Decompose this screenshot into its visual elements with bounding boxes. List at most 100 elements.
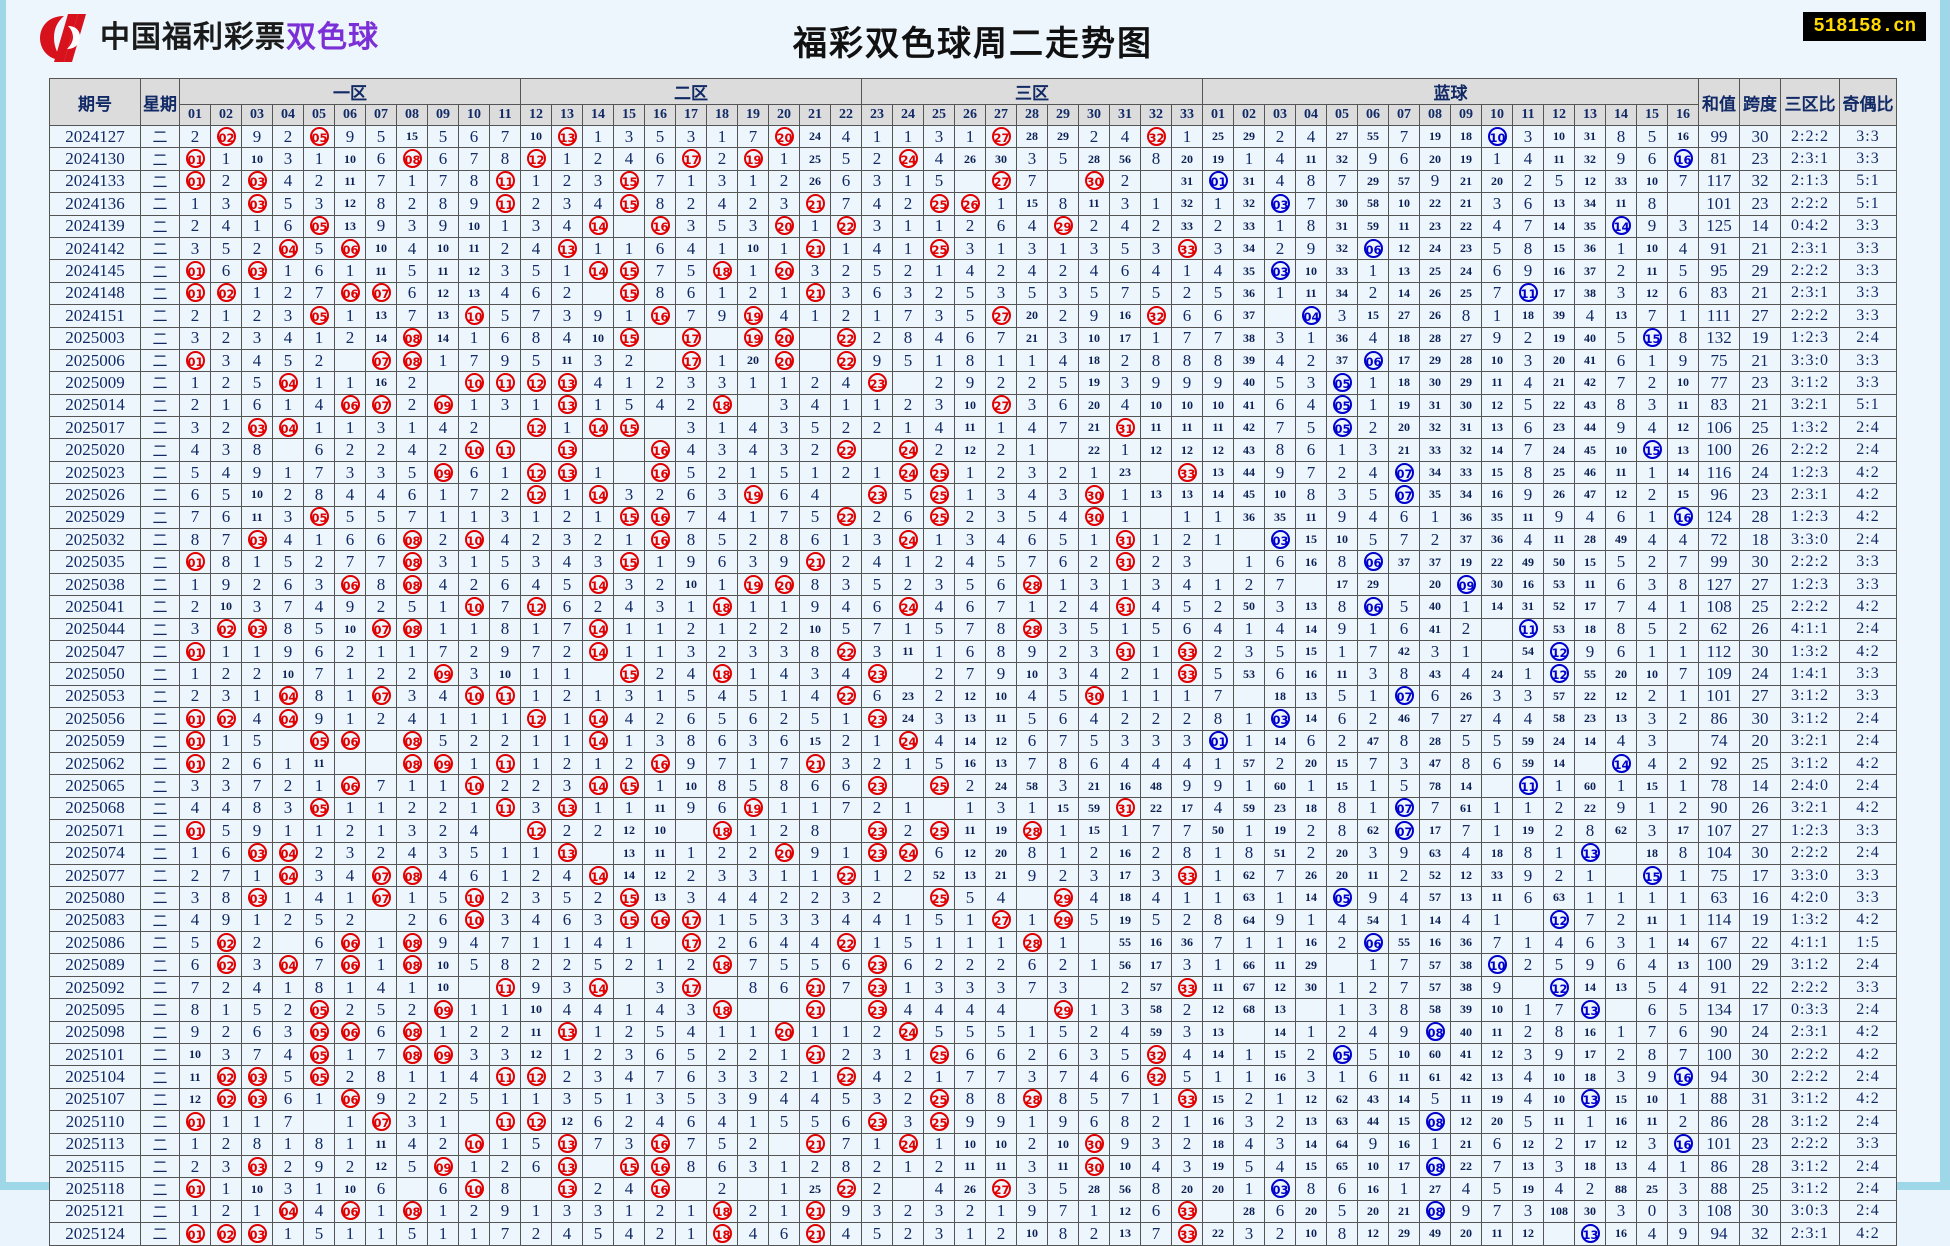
blue-miss-count: 20 [1295,1199,1327,1224]
table-row[interactable]: 2025077 二 2 7 1 04 3 4 07 08 4 6 1 2 4 14 14 12 2 3 3 1 1 22 1 2 5… [49,863,1897,888]
blue-miss-count: 1 [1357,774,1389,798]
table-row[interactable]: 2025121 二 1 2 1 04 4 06 1 08 1 2 9 1 3 3 1 2 1 18 2 1 21 9 3 2 3 2 1… [49,1199,1897,1224]
blue-miss-count: 9 [1605,796,1637,821]
blue-ball-hit: 15 [1636,863,1668,888]
table-row[interactable]: 2025083 二 4 9 1 2 5 2 2 6 10 3 4 6 3 15 16 17 1 5 3 3 4 4 1 5 1 27 1… [49,908,1897,933]
red-miss-count: 6 [334,528,366,552]
blue-miss-count: 16 [1543,259,1575,283]
red-ball-icon: 20 [774,574,794,594]
table-row[interactable]: 2025006 二 01 3 4 5 2 07 08 1 7 9 5 11 3 2 17 1 20 20 22 9 5 1 8 1… [49,348,1897,373]
cell-zone-ratio: 4:1:1 [1780,617,1840,641]
table-row[interactable]: 2025080 二 3 8 03 1 4 1 07 1 5 10 2 3 5 2 15 13 3 4 4 2 2 3 2 25 5 4… [49,886,1897,910]
red-miss-count: 1 [644,774,676,798]
red-miss-count: 1 [365,819,397,843]
red-miss-count: 9 [272,639,304,664]
cell-sum: 75 [1698,863,1740,888]
table-row[interactable]: 2024151 二 2 1 2 3 05 1 13 7 13 10 5 7 3 9 1 16 7 9 19 4 1 2 1 7 3 5… [49,304,1897,328]
table-row[interactable]: 2024130 二 01 1 10 3 1 10 6 08 6 7 8 12 1 2 4 6 17 2 19 1 25 5 2 2… [49,147,1897,171]
red-miss-count: 7 [1016,751,1048,776]
table-row[interactable]: 2024145 二 01 6 03 1 6 1 11 5 11 12 3 5 1 14 15 7 5 18 1 20 3 2 5… [49,259,1897,283]
red-miss-count: 2 [768,886,800,910]
table-row[interactable]: 2024127 二 2 02 9 2 05 9 5 15 5 6 7 10 13 1 3 5 3 1 7 20 24 4 1 1 3… [49,124,1897,149]
red-miss-count: 32 [1171,192,1203,216]
red-ball-hit: 11 [489,371,521,395]
table-row[interactable]: 2025056 二 01 02 4 04 9 1 2 4 1 1 1 12 1 14 4 2 6 5 6 2 5 1 23 24 3… [49,707,1897,731]
blue-miss-count: 3 [1605,931,1637,955]
blue-miss-count: 30 [1574,1199,1606,1224]
red-miss-count: 3 [334,460,366,485]
table-row[interactable]: 2025053 二 2 3 1 04 8 1 07 3 4 10 11 1 2 1 3 1 5 4 5 1 4 22 6 23 2 1… [49,684,1897,709]
table-row[interactable]: 2025050 二 1 2 2 10 7 1 2 2 09 3 10 1 1 15 2 4 18 1 4 3 4 23 2 7 9 1… [49,662,1897,686]
col-header-blue-13: 13 [1574,104,1606,126]
red-miss-count: 5 [675,1043,707,1067]
table-row[interactable]: 2025113 二 1 2 8 1 8 1 11 4 2 10 1 5 13 7 3 16 7 5 2 21 7 1 24 1 10… [49,1132,1897,1156]
table-row[interactable]: 2025062 二 01 2 6 1 11 08 09 1 11 1 2 1 2 16 9 7 1 7 21 3 2 1 5 16… [49,751,1897,776]
blue-miss-count: 2 [1636,684,1668,709]
red-miss-count: 1 [1171,886,1203,910]
blue-miss-count: 1 [1233,774,1265,798]
table-row[interactable]: 2025023 二 5 4 9 1 7 3 3 5 09 6 1 12 13 1 16 5 2 1 5 1 2 1 24 25 1 2… [49,460,1897,485]
red-miss-count: 1 [1016,438,1048,462]
table-row[interactable]: 2025104 二 11 02 03 5 05 2 8 1 1 4 11 12 2 3 4 7 6 3 3 2 1 22 4 2 1… [49,1065,1897,1089]
red-miss-count: 2 [737,1132,769,1156]
table-row[interactable]: 2024136 二 1 3 03 5 3 12 8 2 8 9 11 2 3 4 15 8 2 4 2 3 21 7 4 2 25 2… [49,192,1897,216]
table-row[interactable]: 2025017 二 3 2 03 04 1 1 3 1 4 2 12 1 14 15 3 1 4 3 5 2 2 1 4 11 1 4… [49,416,1897,440]
red-ball-hit: 15 [613,886,645,910]
table-row[interactable]: 2025098 二 9 2 6 3 05 06 6 08 1 2 2 11 13 1 2 5 4 1 1 20 1 1 2 24 5… [49,1020,1897,1045]
table-row[interactable]: 2025095 二 8 1 5 2 05 2 5 2 09 1 1 10 4 4 1 4 3 18 21 23 4 4 4 4 29… [49,998,1897,1022]
cell-period: 2025017 [49,416,141,440]
table-row[interactable]: 2024148 二 01 02 1 2 7 06 07 6 12 13 4 6 2 15 8 6 1 2 1 21 3 6 3 2… [49,281,1897,306]
table-row[interactable]: 2025059 二 01 1 5 05 06 08 5 2 2 1 1 14 1 3 8 6 3 6 15 2 1 24 4 14… [49,729,1897,753]
table-row[interactable]: 2025003 二 3 2 3 4 1 2 14 08 14 1 6 8 4 10 15 17 19 20 22 2 8 4 6… [49,326,1897,350]
table-row[interactable]: 2025044 二 3 02 03 8 5 10 07 08 1 1 8 1 7 14 1 1 2 1 2 2 10 5 7 1 5… [49,617,1897,641]
blue-miss-count: 3 [1202,236,1234,261]
table-row[interactable]: 2025026 二 6 5 10 2 8 4 4 6 1 7 2 12 1 14 3 2 6 3 19 6 4 23 5 25 1 3… [49,483,1897,507]
table-row[interactable]: 2025041 二 2 10 3 7 4 9 2 5 1 10 7 12 6 2 4 3 1 18 1 1 9 4 6 24 4 6 7… [49,595,1897,619]
table-row[interactable]: 2025110 二 01 1 1 7 1 07 3 1 11 12 12 6 2 4 6 4 1 5 5 6 23 3 25 9 9… [49,1110,1897,1134]
table-row[interactable]: 2025032 二 8 7 03 4 1 6 6 08 2 10 4 2 3 2 1 16 8 5 2 8 6 1 3 24 1 3 4… [49,528,1897,552]
red-miss-count: 3 [644,595,676,619]
blue-miss-count [1667,192,1699,216]
table-row[interactable]: 2025115 二 2 3 03 2 9 2 12 5 09 1 2 6 13 15 16 8 6 3 1 2 8 2 1 2 11… [49,1154,1897,1179]
red-ball-hit: 21 [799,236,831,261]
table-row[interactable]: 2025089 二 6 02 3 04 7 06 1 08 10 5 8 2 2 5 2 1 2 18 7 5 5 6 23 6 2… [49,953,1897,977]
table-row[interactable]: 2025101 二 10 3 7 4 05 1 7 08 09 3 3 12 1 2 3 6 5 2 2 1 21 2 3 1 25… [49,1043,1897,1067]
red-ball-icon: 02 [216,1067,236,1087]
blue-miss-count: 12 [1202,998,1234,1022]
table-row[interactable]: 2025092 二 7 2 4 1 8 1 4 1 10 11 9 3 14 3 17 8 6 21 7 23 1 3 3 3 7 3… [49,975,1897,1000]
table-row[interactable]: 2025124 二 01 02 03 1 5 1 1 5 1 1 7 2 4 5 4 2 1 18 4 6 21 4 5 2 3 1 2… [49,1222,1897,1246]
table-row[interactable]: 2024133 二 01 2 03 4 2 11 7 1 7 8 11 1 2 3 15 7 1 3 1 2 26 6 3 1 5 2… [49,169,1897,194]
red-miss-count: 6 [954,326,986,350]
table-row[interactable]: 2024139 二 2 4 1 6 05 13 9 3 9 10 1 3 4 14 16 3 5 3 20 1 22 3 1 1 2… [49,214,1897,238]
table-row[interactable]: 2025047 二 01 1 1 9 6 2 1 1 7 2 9 7 2 14 1 1 3 2 3 3 8 22 3 11 1 6 8 9… [49,639,1897,664]
blue-miss-count: 1 [1326,639,1358,664]
table-row[interactable]: 2025014 二 2 1 6 1 4 06 07 2 09 1 3 1 13 1 5 4 2 18 3 4 1 1 2 3 10 2… [49,393,1897,418]
table-row[interactable]: 2025065 二 3 3 7 2 1 06 7 1 1 10 2 2 3 14 15 1 10 8 5 8 6 6 23 25 2… [49,774,1897,798]
blue-miss-count: 14 [1295,617,1327,641]
table-row[interactable]: 2025074 二 1 6 03 04 2 3 2 4 3 5 1 1 13 13 11 1 2 2 20 9 1 23 24 6… [49,841,1897,865]
blue-miss-count: 18 [1574,1065,1606,1089]
red-miss-count: 11 [985,1154,1017,1179]
red-miss-count: 1 [892,214,924,238]
blue-miss-count: 4 [1481,214,1513,238]
blue-miss-count: 15 [1326,774,1358,798]
red-miss-count: 3 [1016,147,1048,171]
table-row[interactable]: 2024142 二 3 5 2 04 5 06 10 4 10 11 2 4 13 1 1 6 4 1 10 1 21 1 4 1… [49,236,1897,261]
table-row[interactable]: 2025029 二 7 6 11 3 05 5 5 7 1 1 3 1 2 1 15 16 7 4 1 7 5 22 2 6 25 2… [49,505,1897,530]
table-row[interactable]: 2025086 二 5 02 2 6 06 1 08 9 4 7 1 1 4 1 17 2 6 4 4 22 1 5 1 1 1 28… [49,931,1897,955]
table-row[interactable]: 2025038 二 1 9 2 6 3 06 8 08 4 2 6 4 5 14 3 2 10 1 19 20 8 3 5 2 3 5… [49,572,1897,597]
table-row[interactable]: 2025118 二 01 1 10 3 1 10 6 6 10 8 13 2 4 16 2 1 25 22 2 4 26 27… [49,1177,1897,1201]
table-row[interactable]: 2025068 二 4 4 8 3 05 1 1 2 2 1 11 3 13 1 1 11 9 6 19 1 1 7 2 1 1 3 1… [49,796,1897,821]
table-row[interactable]: 2025035 二 01 8 1 5 2 7 7 08 3 1 5 3 4 3 15 1 9 6 3 9 21 2 4 1 2 4 5 7… [49,550,1897,574]
table-row[interactable]: 2025107 二 12 02 03 6 1 06 9 2 2 5 1 1 3 5 1 3 5 3 9 4 4 5 3 2 25 8 8… [49,1087,1897,1112]
table-row[interactable]: 2025071 二 01 5 9 1 1 2 1 3 2 4 12 2 2 12 10 18 1 2 8 23 2 25 11 1… [49,819,1897,843]
red-miss-count: 5 [396,1154,428,1179]
red-miss-count: 6 [582,1110,614,1134]
table-row[interactable]: 2025009 二 1 2 5 04 1 1 16 2 10 11 12 13 4 1 2 3 3 1 1 2 4 23 2 9 2… [49,371,1897,395]
blue-miss-count: 6 [1481,1132,1513,1156]
red-miss-count: 1 [1171,124,1203,149]
red-miss-count: 1 [458,707,490,731]
red-ball-hit: 31 [1109,550,1141,574]
red-miss-count [1047,169,1079,194]
table-row[interactable]: 2025020 二 4 3 8 6 2 2 4 2 10 11 13 16 4 3 4 3 2 22 24 2 12 2 1 22… [49,438,1897,462]
